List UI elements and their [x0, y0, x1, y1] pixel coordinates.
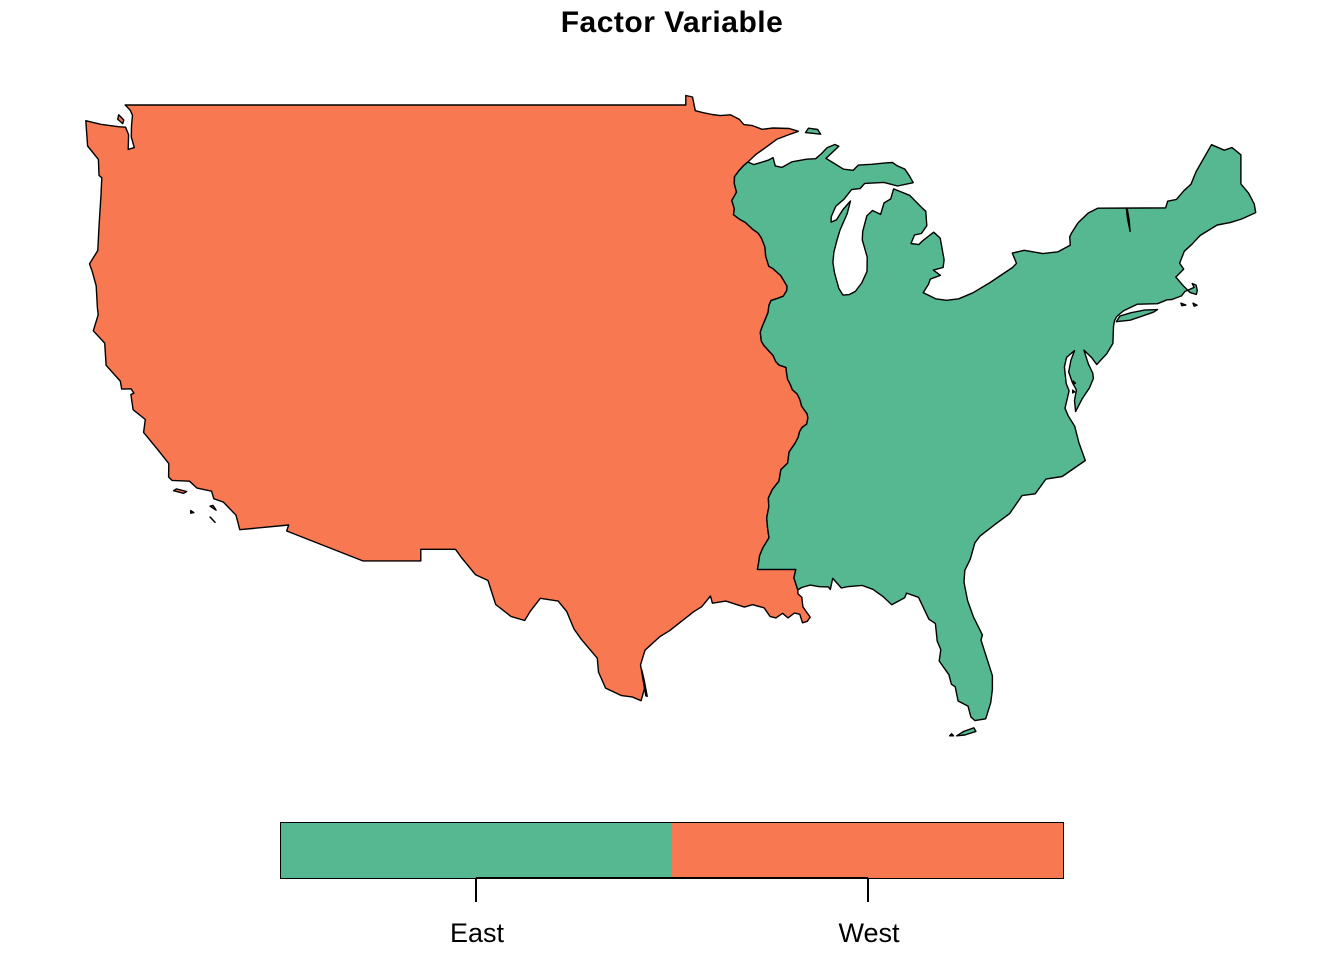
isle-royale-island	[804, 127, 822, 135]
marthas-vineyard-island	[1180, 302, 1187, 307]
legend-axis-line	[476, 877, 868, 879]
padre-island	[641, 669, 648, 697]
puget-sound-island	[117, 114, 125, 125]
chesapeake-island-north	[1072, 380, 1077, 385]
figure-title: Factor Variable	[560, 6, 784, 39]
region-west	[85, 94, 811, 702]
channel-island-catalina	[209, 504, 217, 511]
lake-champlain	[1125, 207, 1131, 233]
long-island	[1115, 308, 1159, 323]
channel-island-santa-cruz	[172, 488, 188, 494]
map-islands	[117, 114, 1198, 737]
legend-tick-east	[475, 879, 477, 902]
legend-label-west: West	[838, 918, 900, 948]
key-west-island	[948, 733, 955, 737]
chesapeake-island-south	[1072, 389, 1076, 394]
legend-label-east: East	[449, 918, 505, 948]
legend-swatch-west	[672, 823, 1063, 878]
florida-keys	[956, 727, 977, 737]
nantucket-island	[1192, 302, 1198, 307]
legend-swatch-east	[281, 823, 672, 878]
legend-tick-west	[867, 879, 869, 902]
channel-island-san-nicolas	[190, 509, 195, 514]
region-east	[731, 143, 1257, 722]
channel-island-san-clemente	[209, 516, 216, 524]
legend-colorbar	[280, 822, 1064, 879]
